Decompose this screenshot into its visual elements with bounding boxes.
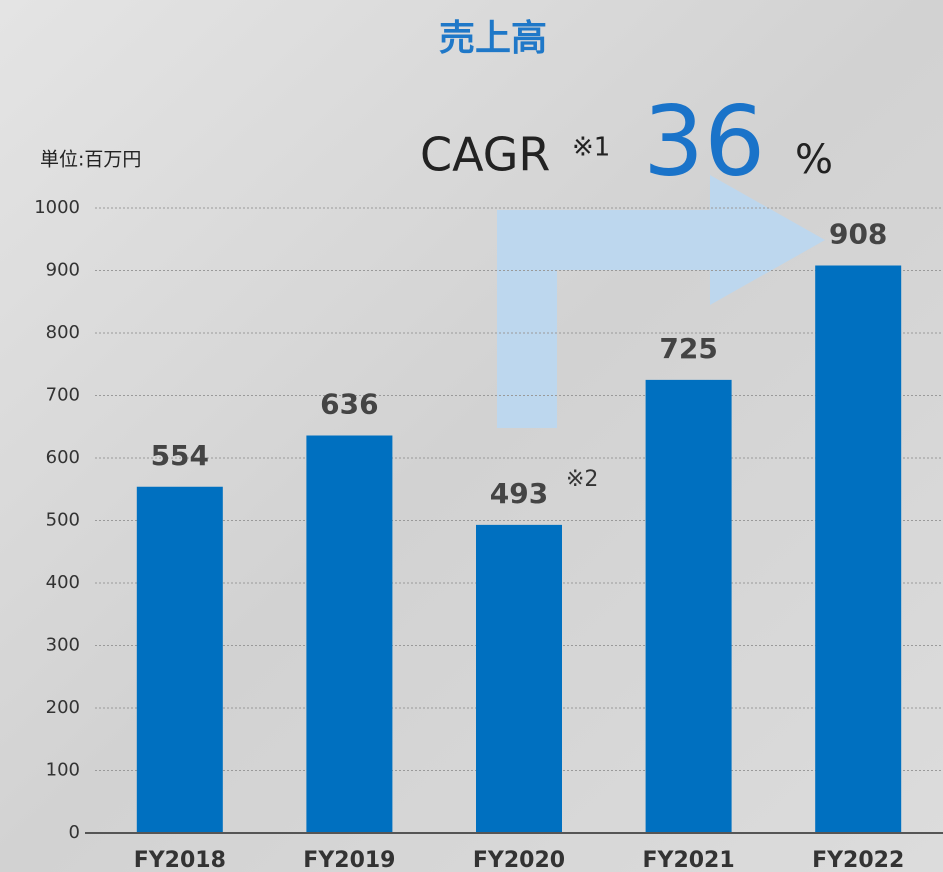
y-tick-label: 700 — [46, 385, 80, 406]
y-tick-label: 400 — [46, 572, 80, 593]
value-label: 493 — [490, 477, 548, 510]
y-tick-label: 0 — [69, 822, 80, 843]
cagr-value: 36 — [643, 85, 765, 197]
y-tick-label: 200 — [46, 697, 80, 718]
bar — [306, 435, 393, 833]
y-tick-label: 300 — [46, 635, 80, 656]
value-label: 908 — [829, 218, 887, 251]
x-tick-label: FY2020 — [473, 848, 565, 872]
x-tick-label: FY2019 — [303, 848, 395, 872]
value-label: 636 — [320, 388, 378, 421]
x-tick-label: FY2018 — [134, 848, 226, 872]
fy2020-note: ※2 — [566, 467, 598, 492]
y-tick-label: 800 — [46, 322, 80, 343]
bar — [815, 265, 902, 833]
unit-label: 単位:百万円 — [40, 149, 141, 171]
bar — [645, 379, 732, 833]
x-tick-label: FY2021 — [642, 848, 734, 872]
y-tick-label: 600 — [46, 447, 80, 468]
value-label: 725 — [659, 332, 717, 365]
cagr-note: ※1 — [572, 133, 610, 163]
chart-title: 売上高 — [439, 18, 547, 59]
bar — [476, 524, 562, 833]
bar — [136, 486, 223, 833]
y-tick-label: 100 — [46, 760, 80, 781]
x-tick-label: FY2022 — [812, 848, 904, 872]
cagr-arrow — [497, 175, 825, 428]
cagr-unit: % — [795, 137, 833, 183]
value-label: 554 — [151, 439, 209, 472]
cagr-label: CAGR — [420, 128, 550, 182]
y-tick-label: 1000 — [34, 197, 80, 218]
y-tick-label: 900 — [46, 260, 80, 281]
y-tick-label: 500 — [46, 510, 80, 531]
